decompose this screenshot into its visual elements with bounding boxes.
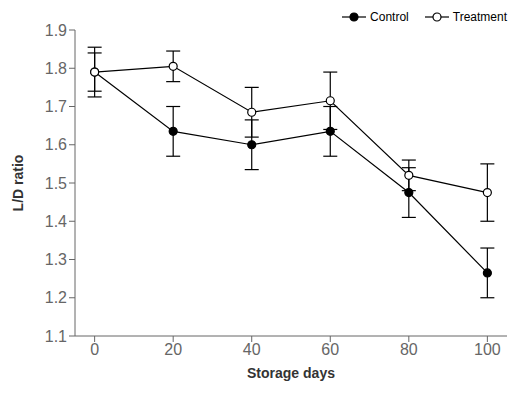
- svg-text:0: 0: [90, 341, 99, 358]
- svg-text:20: 20: [164, 341, 182, 358]
- svg-text:1.8: 1.8: [45, 60, 67, 77]
- svg-text:Storage days: Storage days: [247, 365, 335, 381]
- svg-text:1.3: 1.3: [45, 251, 67, 268]
- svg-text:80: 80: [400, 341, 418, 358]
- svg-text:1.1: 1.1: [45, 328, 67, 345]
- svg-text:100: 100: [474, 341, 501, 358]
- svg-text:1.2: 1.2: [45, 289, 67, 306]
- svg-text:1.4: 1.4: [45, 213, 67, 230]
- svg-text:1.7: 1.7: [45, 98, 67, 115]
- svg-text:1.5: 1.5: [45, 175, 67, 192]
- svg-text:1.9: 1.9: [45, 22, 67, 39]
- html-text:Treatment: Treatment: [452, 10, 507, 24]
- svg-text:40: 40: [243, 341, 261, 358]
- svg-text:60: 60: [321, 341, 339, 358]
- svg-text:L/D ratio: L/D ratio: [10, 155, 26, 212]
- svg-text:1.6: 1.6: [45, 136, 67, 153]
- html-text:Control: Control: [370, 10, 409, 24]
